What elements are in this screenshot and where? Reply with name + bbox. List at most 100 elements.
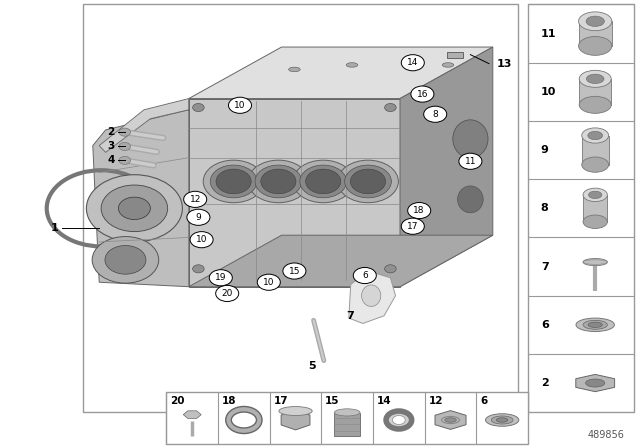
- Text: 10: 10: [263, 278, 275, 287]
- Ellipse shape: [338, 160, 398, 202]
- Ellipse shape: [346, 63, 358, 67]
- Circle shape: [283, 263, 306, 279]
- Ellipse shape: [293, 160, 353, 202]
- Ellipse shape: [248, 160, 308, 202]
- Polygon shape: [183, 411, 201, 418]
- Ellipse shape: [204, 160, 264, 202]
- Circle shape: [228, 97, 252, 113]
- Circle shape: [119, 142, 131, 151]
- Text: 10: 10: [196, 235, 207, 244]
- Circle shape: [385, 265, 396, 273]
- Text: 10: 10: [541, 87, 556, 97]
- Circle shape: [385, 103, 396, 112]
- Ellipse shape: [492, 416, 513, 424]
- Text: 16: 16: [417, 90, 428, 99]
- Text: 2: 2: [541, 378, 548, 388]
- Polygon shape: [281, 410, 310, 430]
- Bar: [528, 4, 634, 412]
- Circle shape: [459, 153, 482, 169]
- Bar: [583, 195, 607, 222]
- Text: 2: 2: [107, 127, 115, 137]
- Text: 3: 3: [107, 142, 115, 151]
- Circle shape: [424, 106, 447, 122]
- Text: 12: 12: [429, 396, 443, 405]
- Text: 10: 10: [234, 101, 246, 110]
- Text: 9: 9: [541, 145, 548, 155]
- Text: 20: 20: [221, 289, 233, 298]
- Circle shape: [92, 237, 159, 283]
- Circle shape: [119, 156, 131, 164]
- Ellipse shape: [486, 414, 519, 426]
- Text: 6: 6: [480, 396, 488, 405]
- Text: 15: 15: [325, 396, 340, 405]
- Polygon shape: [189, 99, 400, 287]
- Ellipse shape: [300, 165, 347, 198]
- Ellipse shape: [344, 165, 392, 198]
- Ellipse shape: [306, 169, 341, 194]
- Polygon shape: [99, 99, 189, 152]
- Circle shape: [411, 86, 434, 102]
- Ellipse shape: [579, 12, 612, 30]
- Ellipse shape: [579, 36, 612, 55]
- Text: 14: 14: [407, 58, 419, 67]
- Circle shape: [209, 270, 232, 286]
- Ellipse shape: [289, 67, 300, 72]
- Text: 19: 19: [215, 273, 227, 282]
- Text: 15: 15: [289, 267, 300, 276]
- Circle shape: [86, 175, 182, 242]
- Ellipse shape: [216, 169, 251, 194]
- Polygon shape: [93, 99, 189, 287]
- Text: 18: 18: [413, 206, 425, 215]
- Ellipse shape: [445, 418, 456, 422]
- Text: 4: 4: [107, 155, 115, 165]
- Bar: [447, 52, 463, 58]
- Ellipse shape: [362, 285, 381, 306]
- Text: 489856: 489856: [587, 430, 624, 440]
- Circle shape: [193, 103, 204, 112]
- Polygon shape: [400, 47, 493, 287]
- Ellipse shape: [588, 322, 602, 327]
- Ellipse shape: [351, 169, 385, 194]
- Circle shape: [118, 197, 150, 220]
- Bar: [166, 392, 528, 444]
- Text: 13: 13: [497, 59, 512, 69]
- Ellipse shape: [386, 411, 412, 429]
- Polygon shape: [349, 271, 396, 323]
- Text: 11: 11: [541, 29, 556, 39]
- Bar: [579, 21, 612, 46]
- Circle shape: [105, 246, 146, 274]
- Text: 8: 8: [433, 110, 438, 119]
- Circle shape: [119, 128, 131, 136]
- Polygon shape: [189, 47, 493, 99]
- Text: 1: 1: [51, 224, 58, 233]
- Bar: [582, 135, 609, 165]
- Text: 12: 12: [189, 195, 201, 204]
- Ellipse shape: [458, 186, 483, 213]
- Ellipse shape: [261, 169, 296, 194]
- Circle shape: [193, 265, 204, 273]
- Ellipse shape: [576, 318, 614, 332]
- Circle shape: [184, 191, 207, 207]
- Ellipse shape: [579, 70, 611, 87]
- Ellipse shape: [583, 215, 607, 228]
- Ellipse shape: [579, 96, 611, 113]
- Ellipse shape: [586, 16, 604, 26]
- Circle shape: [401, 55, 424, 71]
- Ellipse shape: [582, 157, 609, 172]
- Ellipse shape: [279, 407, 312, 416]
- Ellipse shape: [583, 188, 607, 202]
- Circle shape: [216, 285, 239, 302]
- Circle shape: [408, 202, 431, 219]
- Bar: [334, 413, 360, 435]
- Bar: [83, 4, 518, 412]
- Ellipse shape: [589, 191, 602, 198]
- Circle shape: [401, 218, 424, 234]
- Text: 11: 11: [465, 157, 476, 166]
- Text: 17: 17: [273, 396, 288, 405]
- Text: 6: 6: [541, 320, 548, 330]
- Circle shape: [257, 274, 280, 290]
- Ellipse shape: [453, 120, 488, 158]
- Ellipse shape: [586, 74, 604, 83]
- Ellipse shape: [583, 320, 607, 329]
- Circle shape: [101, 185, 168, 232]
